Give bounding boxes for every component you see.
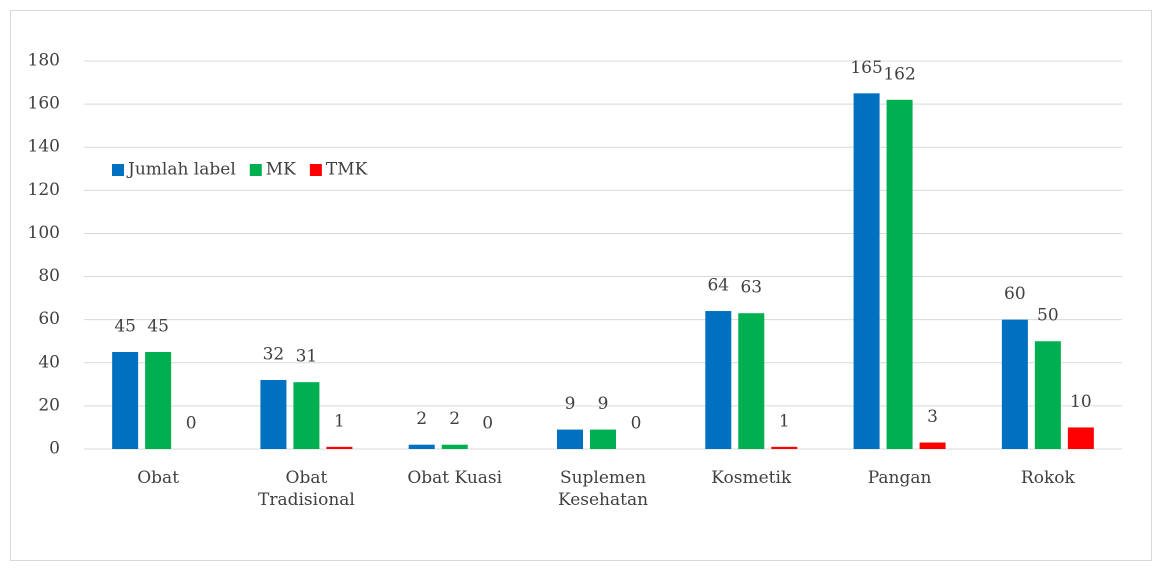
bar [408, 444, 435, 449]
bar [326, 446, 353, 449]
legend-label: Jumlah label [126, 160, 236, 180]
data-label: 0 [631, 414, 642, 434]
chart-frame [10, 10, 1152, 561]
data-label: 1 [334, 411, 345, 431]
data-label: 0 [186, 414, 197, 434]
data-label: 60 [1004, 284, 1026, 304]
x-tick-label: Obat [137, 468, 180, 488]
bar [919, 442, 946, 449]
data-label: 165 [850, 58, 882, 78]
data-label: 2 [416, 409, 427, 429]
data-label: 10 [1070, 392, 1092, 412]
data-label: 45 [147, 317, 169, 337]
x-tick-label: Obat Tradisional [258, 468, 355, 510]
bar [705, 311, 732, 449]
data-label: 1 [779, 411, 790, 431]
bar [1067, 427, 1094, 449]
y-tick-label: 20 [38, 395, 60, 415]
data-label: 9 [598, 394, 609, 414]
legend-swatch [249, 164, 262, 176]
y-tick-label: 60 [38, 309, 60, 329]
bar [886, 99, 913, 450]
x-tick-label: Pangan [867, 468, 932, 488]
data-label: 9 [565, 394, 576, 414]
y-tick-label: 160 [28, 94, 60, 114]
y-tick-label: 120 [28, 180, 60, 200]
y-tick-label: 180 [28, 51, 60, 71]
data-label: 0 [482, 414, 493, 434]
bar [557, 429, 583, 449]
x-tick-label: Kosmetik [711, 468, 792, 488]
data-label: 32 [263, 345, 285, 365]
x-tick-label: Rokok [1020, 468, 1075, 488]
x-tick-label: Obat Kuasi [407, 468, 503, 488]
bar [112, 352, 139, 449]
bar [441, 444, 468, 449]
legend-label: MK [266, 160, 296, 180]
legend-swatch [309, 164, 322, 176]
y-tick-label: 40 [38, 352, 60, 372]
bar [1001, 319, 1028, 449]
data-label: 50 [1037, 306, 1059, 326]
data-label: 2 [449, 409, 460, 429]
bar [260, 380, 287, 449]
y-tick-label: 0 [49, 439, 60, 459]
data-label: 45 [114, 317, 136, 337]
y-tick-label: 140 [28, 137, 60, 157]
data-label: 31 [296, 347, 318, 367]
bar [738, 313, 765, 449]
data-label: 162 [883, 64, 915, 84]
bar [853, 93, 880, 449]
y-tick-label: 100 [28, 223, 60, 243]
data-label: 64 [707, 276, 729, 296]
data-label: 63 [740, 278, 762, 298]
bar [590, 429, 616, 449]
y-tick-label: 80 [38, 266, 60, 286]
data-label: 3 [927, 407, 938, 427]
legend-swatch [112, 164, 124, 176]
bar [771, 446, 798, 449]
bar [145, 352, 172, 449]
x-tick-label: Suplemen Kesehatan [557, 468, 649, 510]
bar [1034, 341, 1061, 449]
legend-label: TMK [326, 160, 368, 180]
bar [293, 382, 320, 449]
